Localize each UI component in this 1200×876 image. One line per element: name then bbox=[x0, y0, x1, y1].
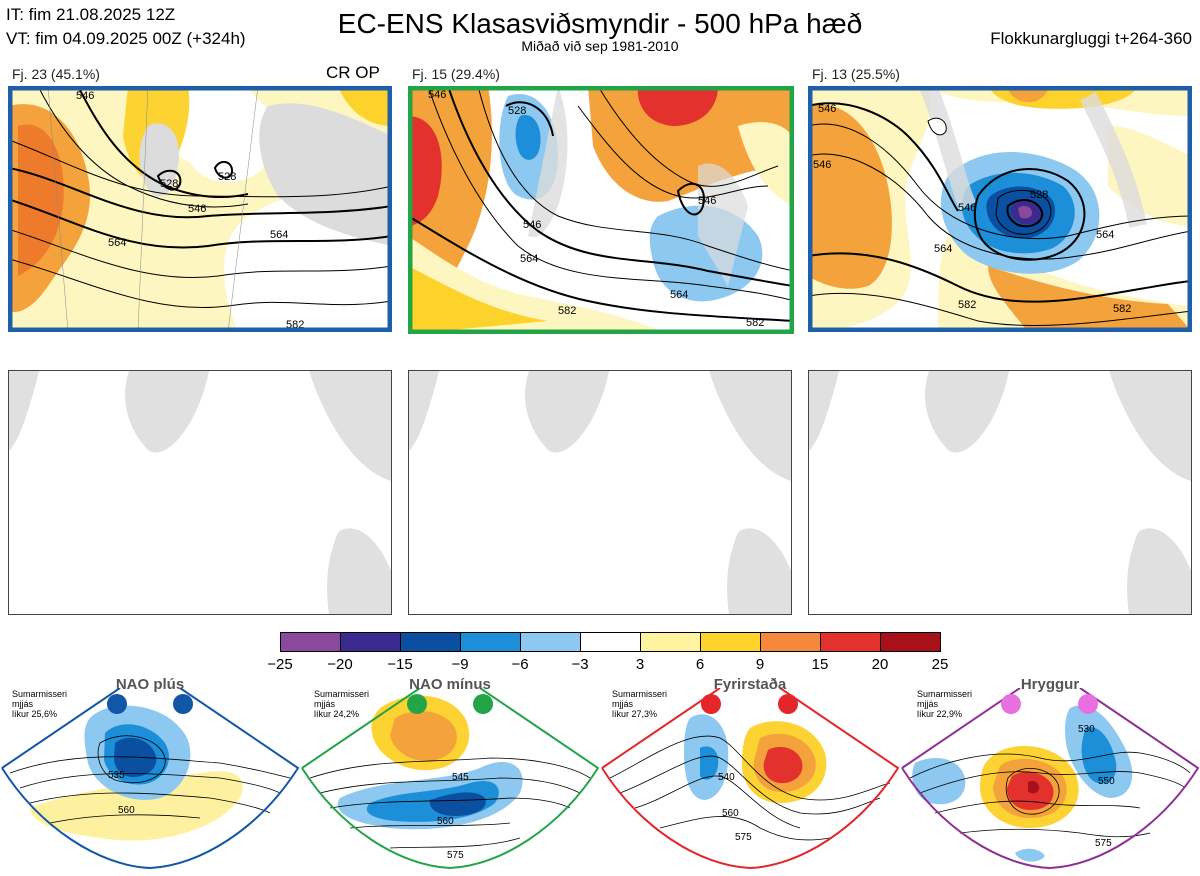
cluster-2-contour-label: 582 bbox=[746, 317, 764, 329]
cluster-2-contour-label: 528 bbox=[508, 105, 526, 117]
nao-plus-contour-label: 560 bbox=[118, 805, 135, 816]
ridge-contour-label: 530 bbox=[1078, 724, 1095, 735]
colorbar-cell bbox=[820, 632, 881, 652]
colorbar-cell bbox=[460, 632, 521, 652]
cluster-2-contour-label: 546 bbox=[698, 195, 716, 207]
cluster-2-map: 528 546 546 546 564 564 582 582 bbox=[408, 86, 794, 334]
cluster-3-contour-label: 582 bbox=[1113, 303, 1131, 315]
regime-nao-minus-map: 545 560 575 bbox=[301, 687, 600, 870]
regime-nao-plus-map: 535 560 bbox=[1, 687, 300, 870]
colorbar-cell bbox=[760, 632, 821, 652]
regime-meta-ridge: Sumarmisseri mjjás líkur 22,9% bbox=[917, 689, 973, 719]
cluster-1-map: 528 528 546 546 564 564 582 bbox=[8, 86, 392, 332]
cluster-1-label: Fj. 23 (45.1%) bbox=[12, 66, 100, 82]
colorbar-tick-label: −25 bbox=[267, 656, 293, 673]
nao-plus-contour-label: 535 bbox=[108, 770, 125, 781]
nao-minus-contour-label: 575 bbox=[447, 850, 464, 861]
cluster-1-contour-label: 528 bbox=[218, 171, 236, 183]
cluster-3-contour-label: 564 bbox=[1096, 229, 1114, 241]
cluster-1-contour-label: 528 bbox=[160, 178, 178, 190]
cluster-3-contour-label: 546 bbox=[958, 202, 976, 214]
nao-minus-contour-label: 560 bbox=[437, 816, 454, 827]
colorbar-tick-label: 3 bbox=[635, 656, 645, 673]
cluster-3-map: 546 546 546 528 564 564 582 582 bbox=[808, 86, 1192, 332]
colorbar-tick-label: 15 bbox=[811, 656, 829, 673]
cluster-2-contour-label: 546 bbox=[523, 219, 541, 231]
colorbar-cell bbox=[340, 632, 401, 652]
cluster-3-contour-label: 582 bbox=[958, 299, 976, 311]
page-subtitle: Miðað við sep 1981-2010 bbox=[521, 38, 679, 54]
cluster-3-frame bbox=[808, 86, 1192, 332]
cluster-1-contour-label: 564 bbox=[108, 237, 126, 249]
colorbar-tick-label: 9 bbox=[755, 656, 765, 673]
nao-minus-contour-label: 545 bbox=[452, 772, 469, 783]
cluster-2-contour-label: 582 bbox=[558, 305, 576, 317]
regime-name-nao-plus: NAO plús bbox=[115, 676, 185, 693]
blocking-contour-label: 575 bbox=[735, 832, 752, 843]
regime-meta-blocking: Sumarmisseri mjjás líkur 27,3% bbox=[612, 689, 668, 719]
colorbar-cell bbox=[520, 632, 581, 652]
cluster-2-label: Fj. 15 (29.4%) bbox=[412, 66, 500, 82]
regime-meta-nao-plus: Sumarmisseri mjjás líkur 25,6% bbox=[12, 689, 68, 719]
cluster-1-tag: CR OP bbox=[326, 63, 380, 82]
cluster-3-contour-label: 564 bbox=[934, 243, 952, 255]
cluster-2-contour-label: 564 bbox=[520, 253, 538, 265]
cluster-3-contour-label: 546 bbox=[813, 159, 831, 171]
page-title: EC-ENS Klasasviðsmyndir - 500 hPa hæð bbox=[337, 8, 863, 39]
empty-map-panel-1 bbox=[8, 370, 392, 615]
colorbar-tick-label: −3 bbox=[571, 656, 589, 673]
cluster-3-contour-label: 546 bbox=[818, 103, 836, 115]
regime-blocking-map: 540 560 575 bbox=[601, 687, 900, 870]
regime-name-blocking: Fyrirstaða bbox=[713, 676, 787, 693]
cluster-window: Flokkunargluggi t+264-360 bbox=[990, 29, 1192, 48]
cluster-2-contour-label: 546 bbox=[428, 89, 446, 101]
colorbar-cell bbox=[700, 632, 761, 652]
colorbar-cell bbox=[400, 632, 461, 652]
regimes: 535 560 545 560 575 540 560 5 bbox=[0, 687, 1200, 871]
blocking-contour-label: 540 bbox=[718, 772, 735, 783]
colorbar-cell bbox=[280, 632, 341, 652]
blocking-contour-label: 560 bbox=[722, 808, 739, 819]
empty-map-panel-3 bbox=[808, 370, 1192, 615]
regime-name-ridge: Hryggur bbox=[1020, 676, 1080, 693]
cluster-1-frame bbox=[8, 86, 392, 332]
regime-name-nao-minus: NAO mínus bbox=[409, 676, 491, 693]
colorbar-cell bbox=[880, 632, 941, 652]
ridge-contour-label: 550 bbox=[1098, 776, 1115, 787]
colorbar-cell bbox=[640, 632, 701, 652]
cluster-1-contour-label: 546 bbox=[76, 90, 94, 102]
colorbar-cell bbox=[580, 632, 641, 652]
colorbar-tick-label: −15 bbox=[387, 656, 413, 673]
cluster-1-contour-label: 546 bbox=[188, 203, 206, 215]
colorbar-tick-label: 20 bbox=[871, 656, 889, 673]
colorbar-tick-label: −9 bbox=[451, 656, 469, 673]
cluster-2-contour-label: 564 bbox=[670, 289, 688, 301]
cluster-2-frame bbox=[408, 86, 794, 334]
cluster-3-label: Fj. 13 (25.5%) bbox=[812, 66, 900, 82]
init-time: IT: fim 21.08.2025 12Z bbox=[6, 5, 176, 24]
colorbar-tick-label: −20 bbox=[327, 656, 353, 673]
cluster-3-contour-label: 528 bbox=[1030, 189, 1048, 201]
regime-ridge-map: 530 550 575 bbox=[901, 687, 1200, 870]
colorbar-tick-label: 25 bbox=[931, 656, 949, 673]
valid-time: VT: fim 04.09.2025 00Z (+324h) bbox=[6, 29, 246, 48]
ridge-contour-label: 575 bbox=[1095, 838, 1112, 849]
cluster-1-contour-label: 564 bbox=[270, 229, 288, 241]
colorbar-tick-label: 6 bbox=[695, 656, 705, 673]
empty-map-panel-2 bbox=[408, 370, 792, 615]
colorbar-tick-label: −6 bbox=[511, 656, 529, 673]
regime-meta-nao-minus: Sumarmisseri mjjás líkur 24,2% bbox=[314, 689, 370, 719]
